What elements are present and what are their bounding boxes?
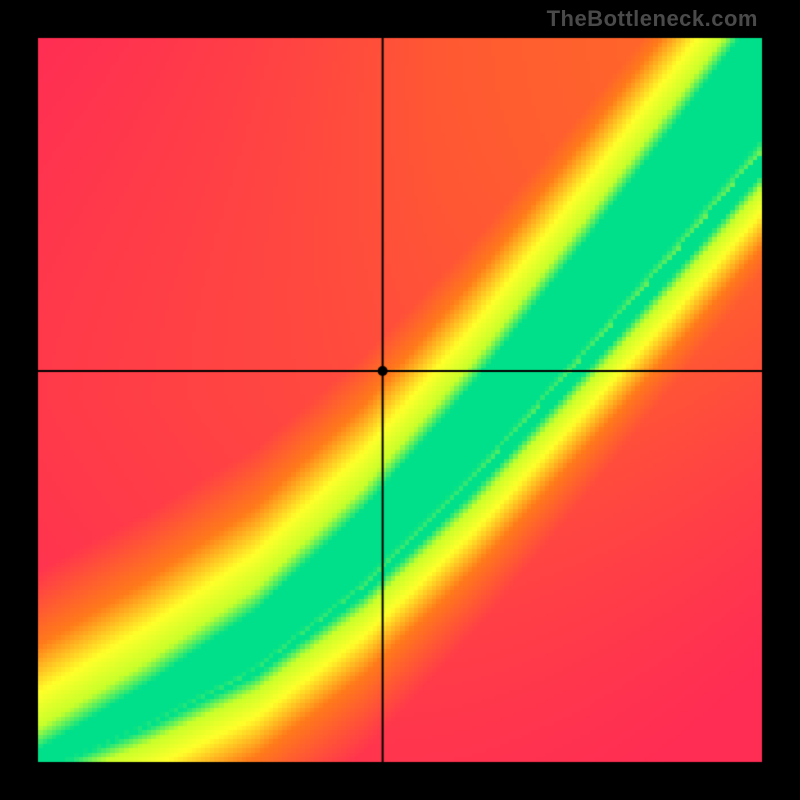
chart-container: TheBottleneck.com	[0, 0, 800, 800]
heatmap-canvas	[0, 0, 800, 800]
watermark-text: TheBottleneck.com	[547, 6, 758, 32]
